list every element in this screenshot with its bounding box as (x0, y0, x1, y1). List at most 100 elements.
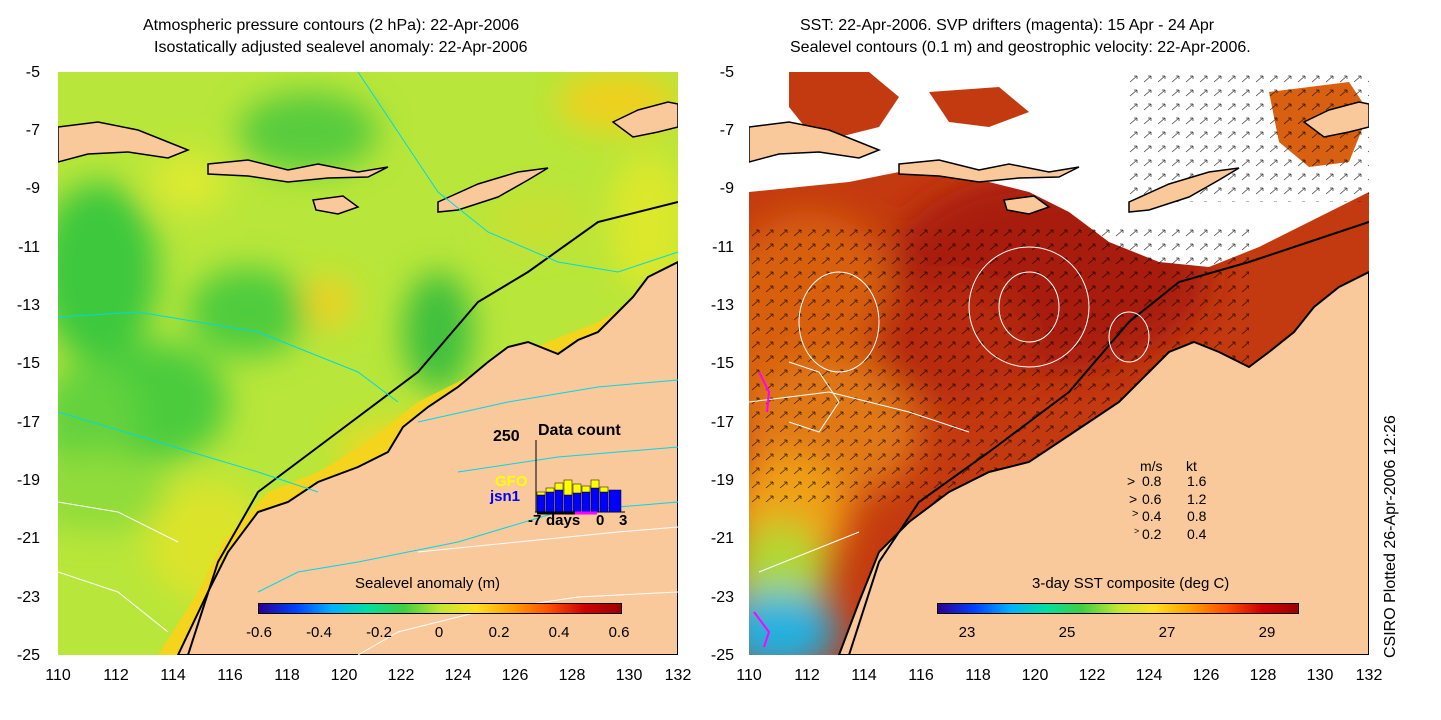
left-x-tick: 120 (330, 667, 358, 684)
left-x-tick: 130 (615, 667, 643, 684)
right-y-tick: -17 (710, 414, 734, 431)
sealevel-colorbar-tick: 0 (434, 624, 444, 641)
left-y-tick: -9 (25, 180, 40, 197)
left-title-line2: Isostatically adjusted sealevel anomaly:… (154, 39, 528, 56)
left-y-tick: -25 (16, 647, 40, 664)
right-y-tick: -5 (719, 64, 734, 81)
velocity-legend-ms: 0.6 (1142, 491, 1162, 507)
left-x-tick: 128 (558, 667, 586, 684)
right-x-tick: 128 (1249, 667, 1277, 684)
right-x-tick: 122 (1078, 667, 1106, 684)
sealevel-colorbar-tick: 0.4 (548, 624, 570, 641)
velocity-legend-arrow-icon: > (1127, 473, 1136, 489)
australia-land (176, 260, 678, 655)
velocity-legend-kt-header: kt (1186, 458, 1197, 474)
right-y-tick: -15 (710, 355, 734, 372)
sst-colorbar-tick: 23 (958, 624, 976, 641)
sst-colorbar-tick: 29 (1258, 624, 1276, 641)
left-y-tick: -13 (16, 297, 40, 314)
velocity-legend-arrow-icon: > (1134, 526, 1140, 536)
timor-land (437, 167, 549, 213)
right-x-tick: 130 (1306, 667, 1334, 684)
inset-x-label-start: -7 (528, 512, 542, 529)
left-x-tick: 118 (274, 667, 300, 684)
sealevel-colorbar-tick: -0.2 (366, 624, 392, 641)
velocity-legend-arrow-icon: > (1132, 508, 1139, 520)
lesser-sunda-land (207, 159, 389, 183)
right-y-tick: -13 (710, 297, 734, 314)
left-x-tick: 132 (664, 667, 692, 684)
right-x-tick: 116 (908, 667, 934, 684)
sealevel-colorbar-label: Sealevel anomaly (m) (355, 575, 501, 592)
right-title-line2: Sealevel contours (0.1 m) and geostrophi… (790, 39, 1251, 56)
right-x-tick: 132 (1355, 667, 1383, 684)
eastern-islands-land (611, 101, 678, 138)
sst-colorbar-label: 3-day SST composite (deg C) (1032, 575, 1230, 592)
jsn1-series-label: jsn1 (490, 488, 521, 505)
left-y-tick: -19 (16, 472, 40, 489)
sealevel-anomaly-map (58, 72, 678, 655)
australia-land-sst (837, 270, 1369, 655)
credit-text: CSIRO Plotted 26-Apr-2006 12:26 (1382, 415, 1399, 658)
right-y-tick: -21 (710, 530, 734, 547)
left-x-tick: 116 (217, 667, 243, 684)
sumba-land-sst (1003, 195, 1051, 215)
java-bali-land (58, 121, 191, 163)
left-x-tick: 112 (103, 667, 129, 684)
sealevel-colorbar-tick: -0.6 (246, 624, 272, 641)
velocity-legend-ms: 0.4 (1142, 508, 1162, 524)
sealevel-colorbar-tick: -0.4 (306, 624, 332, 641)
right-y-tick: -19 (710, 472, 734, 489)
gfo-series-label: GFO (495, 473, 528, 490)
right-x-tick: 110 (736, 667, 762, 684)
data-count-ymax: 250 (493, 428, 520, 445)
velocity-legend-kt: 0.8 (1187, 508, 1207, 524)
right-y-tick: -25 (710, 647, 734, 664)
right-y-tick: -7 (719, 122, 734, 139)
velocity-legend-ms: 0.8 (1142, 473, 1162, 489)
left-y-tick: -17 (16, 414, 40, 431)
left-x-tick: 124 (444, 667, 472, 684)
velocity-legend-kt: 1.2 (1187, 491, 1207, 507)
left-y-tick: -7 (25, 122, 40, 139)
sealevel-anomaly-map-graphic (58, 72, 678, 655)
java-bali-land-sst (749, 121, 882, 163)
right-y-tick: -23 (710, 589, 734, 606)
left-y-tick: -21 (16, 530, 40, 547)
timor-land-sst (1128, 167, 1240, 213)
right-y-tick: -9 (719, 180, 734, 197)
left-y-tick: -5 (25, 64, 40, 81)
left-y-tick: -15 (16, 355, 40, 372)
data-count-histogram (535, 440, 625, 515)
right-x-tick: 112 (794, 667, 820, 684)
sst-colorbar-gradient (937, 603, 1299, 614)
sst-map-graphic (749, 72, 1369, 655)
sealevel-colorbar-tick: 0.2 (488, 624, 510, 641)
velocity-legend-kt: 1.6 (1187, 473, 1207, 489)
left-x-tick: 110 (45, 667, 71, 684)
velocity-legend-ms-header: m/s (1140, 458, 1163, 474)
right-title-line1: SST: 22-Apr-2006. SVP drifters (magenta)… (800, 17, 1215, 34)
left-x-tick: 126 (501, 667, 529, 684)
sst-colorbar-tick: 27 (1158, 624, 1176, 641)
lesser-sunda-land-sst (898, 159, 1080, 183)
sst-colorbar-tick: 25 (1058, 624, 1076, 641)
right-x-tick: 124 (1135, 667, 1163, 684)
sumba-land (312, 195, 360, 215)
right-x-tick: 118 (965, 667, 991, 684)
left-title-line1: Atmospheric pressure contours (2 hPa): 2… (143, 17, 520, 34)
left-y-tick: -11 (18, 239, 40, 256)
velocity-legend-arrow-icon: > (1129, 491, 1138, 507)
inset-x-label-days: days (546, 512, 581, 529)
right-y-tick: -11 (712, 239, 734, 256)
inset-x-label-end: 3 (619, 512, 628, 529)
left-y-tick: -23 (16, 589, 40, 606)
eastern-islands-land-sst (1302, 101, 1369, 138)
sealevel-colorbar-tick: 0.6 (608, 624, 630, 641)
left-x-tick: 122 (387, 667, 415, 684)
left-x-tick: 114 (160, 667, 186, 684)
sst-map (749, 72, 1369, 655)
velocity-legend-ms: 0.2 (1142, 526, 1162, 542)
data-count-title: Data count (538, 422, 621, 439)
velocity-legend-kt: 0.4 (1187, 526, 1207, 542)
